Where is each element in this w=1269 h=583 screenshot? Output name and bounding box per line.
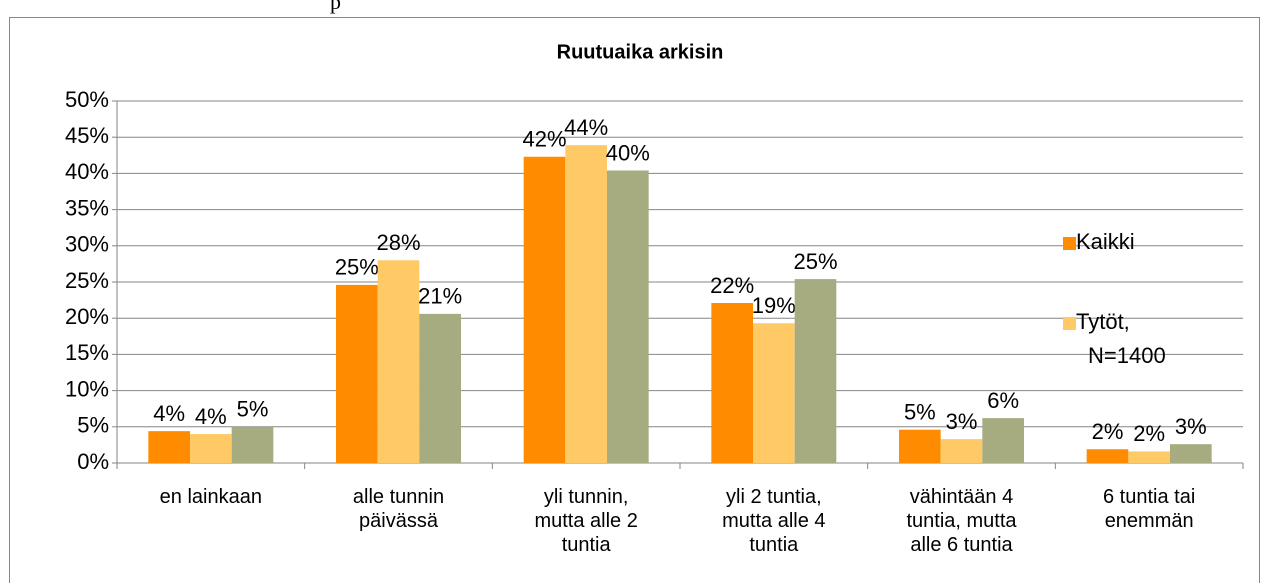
value-label: 42% <box>522 127 566 152</box>
bar <box>711 302 754 463</box>
bar <box>523 156 566 464</box>
chart-title: Ruutuaika arkisin <box>557 41 724 63</box>
x-tick-label: en lainkaan <box>159 486 262 508</box>
x-tick-label: vähintään 4 tuntia, mutta alle 6 tuntia <box>906 486 1017 556</box>
bar <box>1169 444 1212 463</box>
y-tick-label: 45% <box>65 123 109 148</box>
bar <box>1086 449 1129 463</box>
value-label: 3% <box>946 409 978 434</box>
x-tick-label: 6 tuntia tai enemmän <box>1103 486 1196 532</box>
y-tick-label: 0% <box>77 449 109 474</box>
legend-swatch <box>1063 317 1076 330</box>
legend-label: Kaikki <box>1076 229 1135 254</box>
x-tick-label: yli tunnin, mutta alle 2 tuntia <box>534 486 638 556</box>
value-label: 25% <box>793 249 837 274</box>
value-label: 44% <box>564 115 608 140</box>
bar <box>753 323 795 463</box>
bar <box>606 170 649 463</box>
value-label: 5% <box>237 397 269 422</box>
value-label: 5% <box>904 400 936 425</box>
value-label: 6% <box>987 388 1019 413</box>
value-label: 19% <box>752 293 796 318</box>
bar <box>231 426 274 463</box>
legend-swatch <box>1063 237 1076 250</box>
bar <box>336 284 378 463</box>
bar <box>377 260 420 463</box>
x-tick-label: alle tunnin päivässä <box>352 486 445 532</box>
value-label: 2% <box>1133 421 1165 446</box>
bar <box>899 429 941 463</box>
bar <box>794 279 837 463</box>
value-label: 40% <box>606 140 650 165</box>
bar <box>1128 451 1170 463</box>
value-label: 22% <box>710 273 754 298</box>
bar <box>982 418 1024 463</box>
y-tick-label: 25% <box>65 268 109 293</box>
value-label: 25% <box>335 255 379 280</box>
legend-label: Tytöt, N=1400 <box>1076 309 1166 368</box>
value-label: 4% <box>153 401 185 426</box>
value-label: 28% <box>376 230 420 255</box>
y-tick-label: 50% <box>65 87 109 112</box>
value-label: 2% <box>1092 419 1124 444</box>
value-label: 3% <box>1175 414 1207 439</box>
y-tick-label: 40% <box>65 159 109 184</box>
value-label: 4% <box>195 404 227 429</box>
page-fragment: p <box>330 0 341 14</box>
y-tick-label: 30% <box>65 232 109 257</box>
bar <box>565 145 607 463</box>
y-tick-label: 5% <box>77 413 109 438</box>
y-tick-label: 20% <box>65 304 109 329</box>
x-tick-label: yli 2 tuntia, mutta alle 4 tuntia <box>722 486 826 556</box>
bar <box>419 313 461 463</box>
bar <box>190 434 232 463</box>
y-tick-label: 15% <box>65 340 109 365</box>
value-label: 21% <box>418 284 462 309</box>
bar <box>940 439 983 463</box>
y-tick-label: 10% <box>65 376 109 401</box>
y-tick-label: 35% <box>65 195 109 220</box>
bar <box>148 431 191 463</box>
